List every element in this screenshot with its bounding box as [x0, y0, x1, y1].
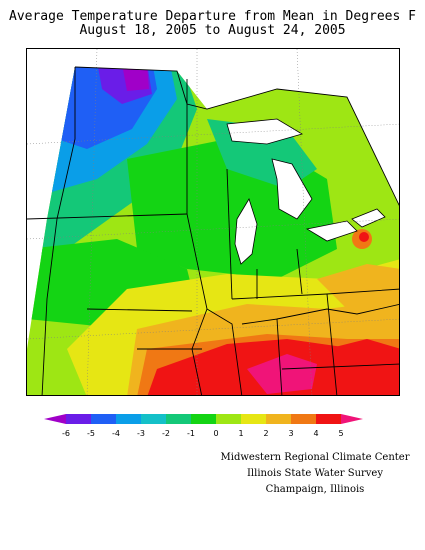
legend-swatch: [66, 414, 91, 424]
legend-tick-label: -2: [162, 429, 170, 438]
legend-swatch: [341, 414, 363, 424]
date-range-subtitle: August 18, 2005 to August 24, 2005: [79, 23, 346, 38]
temperature-field: [27, 67, 399, 395]
legend-swatch: [44, 414, 66, 424]
legend-swatch: [241, 414, 266, 424]
legend-tick-label: 4: [313, 429, 318, 438]
legend-tick-label: 0: [213, 429, 218, 438]
graticule: [27, 49, 399, 395]
domain-boundary: [74, 66, 399, 206]
legend-tick-label: 2: [263, 429, 268, 438]
state-boundaries: [27, 67, 399, 395]
color-scale-legend: -6 -5 -4 -3 -2 -1 0 1 2 3 4 5: [44, 414, 363, 438]
legend-tick-label: -4: [112, 429, 120, 438]
credit-line-3: Champaign, Illinois: [265, 484, 365, 495]
legend-tick-label: -6: [62, 429, 70, 438]
legend-swatch: [316, 414, 341, 424]
legend-swatch: [116, 414, 141, 424]
lakes: [226, 118, 386, 265]
credit-line-1: Midwestern Regional Climate Center: [220, 452, 410, 463]
legend-swatch: [166, 414, 191, 424]
legend-swatch: [141, 414, 166, 424]
legend-swatch: [191, 414, 216, 424]
credit-line-2: Illinois State Water Survey: [246, 468, 383, 479]
legend-swatches: [44, 414, 363, 424]
legend-swatch: [91, 414, 116, 424]
legend-swatch: [266, 414, 291, 424]
legend-tick-label: -1: [187, 429, 195, 438]
legend-swatch: [291, 414, 316, 424]
legend-tick-labels: -6 -5 -4 -3 -2 -1 0 1 2 3 4 5: [62, 429, 344, 438]
legend-tick-label: -5: [87, 429, 95, 438]
legend-tick-label: 5: [338, 429, 343, 438]
legend-tick-label: 3: [288, 429, 293, 438]
legend-tick-label: 1: [238, 429, 243, 438]
legend-swatch: [216, 414, 241, 424]
legend-tick-label: -3: [137, 429, 145, 438]
map-title: Average Temperature Departure from Mean …: [9, 9, 416, 24]
temperature-departure-map: [26, 48, 400, 396]
